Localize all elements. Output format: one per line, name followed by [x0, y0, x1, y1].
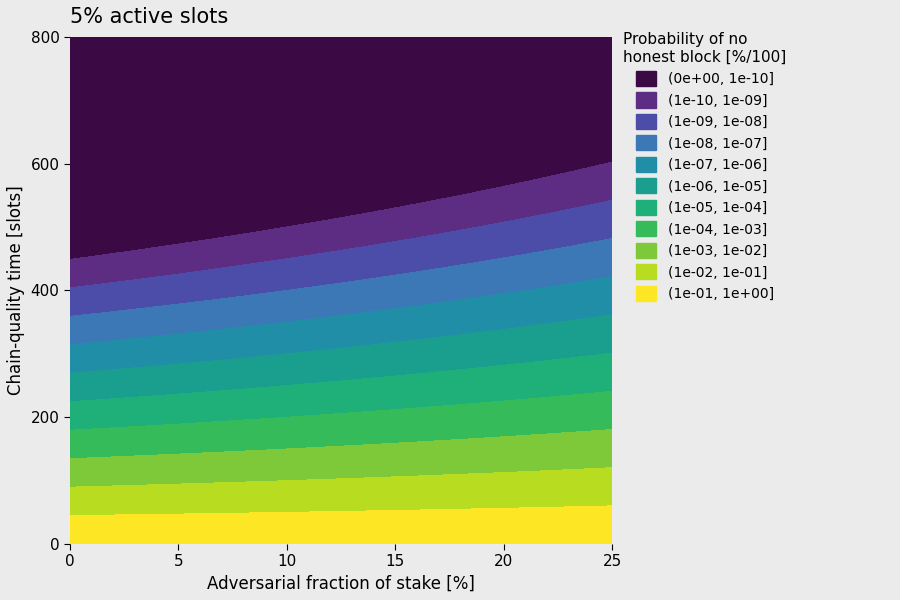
- Text: 5% active slots: 5% active slots: [70, 7, 229, 27]
- Legend: (0e+00, 1e-10], (1e-10, 1e-09], (1e-09, 1e-08], (1e-08, 1e-07], (1e-07, 1e-06], : (0e+00, 1e-10], (1e-10, 1e-09], (1e-09, …: [617, 26, 792, 307]
- X-axis label: Adversarial fraction of stake [%]: Adversarial fraction of stake [%]: [207, 575, 475, 593]
- Y-axis label: Chain-quality time [slots]: Chain-quality time [slots]: [7, 185, 25, 395]
